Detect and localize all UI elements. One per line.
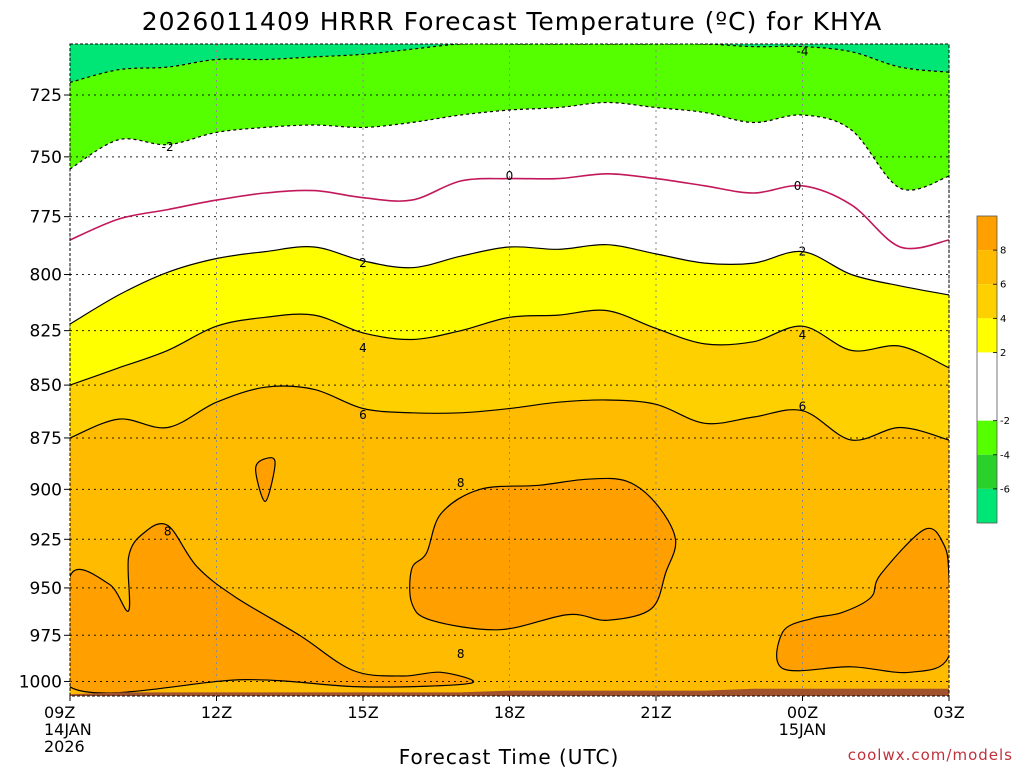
credit-link[interactable]: coolwx.com/models xyxy=(848,746,1013,764)
contour-label-8-2: 8 xyxy=(457,647,465,661)
colorbar-swatch-1 xyxy=(977,250,997,285)
colorbar-legend: 8 6 4 2 -2 -4 -6 xyxy=(976,215,1010,524)
contour-label-2-1: 2 xyxy=(799,245,807,259)
contour-label-4-0: 4 xyxy=(359,341,367,355)
x-tick-sublabel-2026: 2026 xyxy=(44,737,85,756)
colorbar-tick-label-2: 2 xyxy=(1000,348,1006,359)
x-tick-label-00Z: 00Z xyxy=(787,703,818,722)
chart-title: 2026011409 HRRR Forecast Temperature (ºC… xyxy=(142,7,883,36)
colorbar-tick-label-8: 8 xyxy=(1000,246,1006,257)
y-tick-label-975: 975 xyxy=(30,626,62,646)
warm-region-center-fill xyxy=(409,478,676,630)
y-tick-label-750: 750 xyxy=(30,148,62,168)
plot-area xyxy=(70,44,949,696)
contour-label-0-1: 0 xyxy=(794,179,802,193)
colorbar-swatch-7 xyxy=(977,454,997,489)
colorbar-tick-label--6: -6 xyxy=(1000,484,1010,495)
band-minus4-to-minus2 xyxy=(70,44,949,190)
contour-label-6-1: 6 xyxy=(799,399,807,413)
ground-fill xyxy=(70,688,949,696)
warm-region-center-outline xyxy=(409,477,677,631)
contour-line-6 xyxy=(70,385,949,441)
x-tick-label-12Z: 12Z xyxy=(201,703,232,722)
contour-line-minus2 xyxy=(70,101,949,191)
y-axis: 725 750 775 800 825 850 875 900 925 950 975 1000 xyxy=(19,86,70,692)
warm-region-left-outline xyxy=(70,522,474,694)
warm-region-small-outline xyxy=(254,457,276,503)
y-tick-label-1000: 1000 xyxy=(19,672,62,692)
colorbar-swatch-4 xyxy=(977,352,997,387)
y-tick-label-925: 925 xyxy=(30,530,62,550)
x-axis-label: Forecast Time (UTC) xyxy=(399,745,620,768)
colorbar-tick-label-6: 6 xyxy=(1000,280,1006,291)
x-tick-label-15Z: 15Z xyxy=(347,703,378,722)
contour-label-0-0: 0 xyxy=(506,169,514,183)
contour-label-2-0: 2 xyxy=(359,256,367,270)
contour-label-8-1: 8 xyxy=(164,524,172,538)
x-tick-sublabel-14JAN: 14JAN xyxy=(44,720,92,739)
contour-label--4-0: -4 xyxy=(797,45,809,59)
y-tick-label-725: 725 xyxy=(30,86,62,106)
x-tick-label-21Z: 21Z xyxy=(640,703,671,722)
colorbar-swatch-2 xyxy=(977,284,997,319)
y-tick-label-875: 875 xyxy=(30,429,62,449)
warm-region-right-fill xyxy=(776,528,949,673)
ground-surface xyxy=(70,688,949,696)
warm-region-right-outline xyxy=(776,527,949,674)
x-tick-sublabel-15JAN: 15JAN xyxy=(779,720,827,739)
contour-label-6-0: 6 xyxy=(359,408,367,422)
grid-lines xyxy=(69,44,950,696)
x-tick-label-03Z: 03Z xyxy=(933,703,964,722)
colorbar-tick-label-4: 4 xyxy=(1000,314,1006,325)
colorbar-frame xyxy=(976,215,998,524)
contour-lines: -4 -2 0 0 2 2 4 4 6 6 8 8 8 xyxy=(70,44,949,694)
x-tick-label-09Z: 09Z xyxy=(44,703,75,722)
colorbar-swatch-6 xyxy=(977,420,997,455)
y-tick-label-775: 775 xyxy=(30,208,62,228)
contour-line-2 xyxy=(70,244,949,325)
contour-line-4 xyxy=(70,309,949,386)
colorbar-swatch-8 xyxy=(977,488,997,523)
warm-region-left-fill xyxy=(70,523,474,693)
colorbar-tick-label--4: -4 xyxy=(1000,450,1010,461)
y-tick-label-850: 850 xyxy=(30,376,62,396)
contour-label-8-0: 8 xyxy=(457,476,465,490)
band-minus6-to-minus4 xyxy=(70,44,949,83)
y-tick-label-900: 900 xyxy=(30,480,62,500)
x-tick-label-18Z: 18Z xyxy=(494,703,525,722)
contour-label-4-1: 4 xyxy=(799,328,807,342)
y-tick-label-950: 950 xyxy=(30,579,62,599)
y-tick-label-825: 825 xyxy=(30,322,62,342)
colorbar-tick-label--2: -2 xyxy=(1000,416,1010,427)
colorbar-swatch-3 xyxy=(977,318,997,353)
contour-line-0 xyxy=(70,172,949,250)
contour-label--2-0: -2 xyxy=(162,140,174,154)
colorbar-swatch-0 xyxy=(977,216,997,251)
y-tick-label-800: 800 xyxy=(30,266,62,286)
colorbar-swatch-5 xyxy=(977,386,997,421)
